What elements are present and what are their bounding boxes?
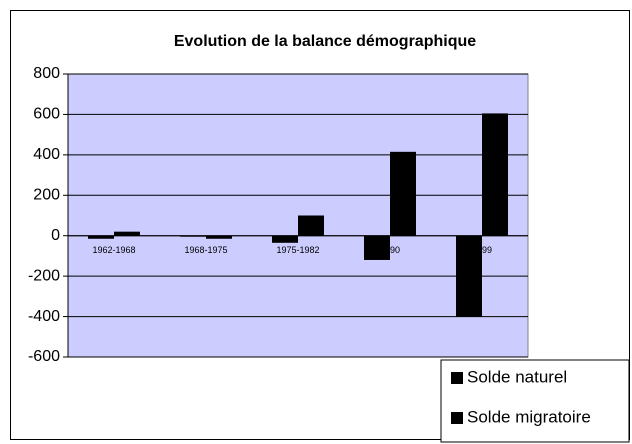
y-tick-label: 800 <box>33 65 60 82</box>
y-tick-label: -400 <box>28 308 60 325</box>
y-tick-label: 600 <box>33 106 60 123</box>
legend-swatch <box>451 412 463 424</box>
x-tick-label: 1962-1968 <box>92 245 135 255</box>
bar <box>298 215 324 236</box>
bar <box>114 231 140 236</box>
legend-swatch <box>451 372 463 384</box>
legend-box <box>440 359 630 443</box>
bar <box>88 235 114 239</box>
y-tick-label: 400 <box>33 146 60 163</box>
y-tick-label: 0 <box>51 227 60 244</box>
legend-label: Solde migratoire <box>467 407 591 426</box>
bar <box>272 235 298 243</box>
bar <box>364 235 390 260</box>
y-tick-label: -200 <box>28 267 60 284</box>
x-tick-label: 1975-1982 <box>276 245 319 255</box>
x-tick-label: 1968-1975 <box>184 245 227 255</box>
y-tick-label: 200 <box>33 187 60 204</box>
x-tick-label: 1990 <box>380 245 400 255</box>
bar <box>390 151 416 236</box>
legend-label: Solde naturel <box>467 367 567 386</box>
bar <box>482 113 508 236</box>
bar <box>456 235 482 317</box>
x-tick-label: 1999 <box>472 245 492 255</box>
y-tick-label: -600 <box>28 348 60 365</box>
bar <box>206 235 232 239</box>
bar <box>180 235 206 237</box>
chart-title: Evolution de la balance démographique <box>174 33 476 50</box>
